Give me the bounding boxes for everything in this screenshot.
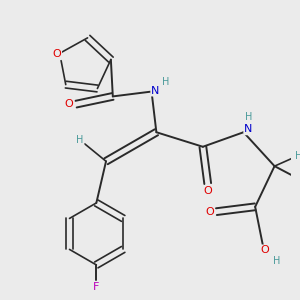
Text: F: F: [93, 282, 100, 292]
Text: H: H: [162, 77, 170, 87]
Text: H: H: [295, 152, 300, 161]
Text: N: N: [244, 124, 253, 134]
Text: O: O: [65, 99, 74, 109]
Text: O: O: [203, 186, 212, 196]
Text: O: O: [205, 207, 214, 217]
Text: N: N: [151, 85, 160, 96]
Text: O: O: [52, 49, 61, 59]
Text: O: O: [260, 245, 269, 255]
Text: H: H: [76, 135, 84, 145]
Text: H: H: [273, 256, 280, 266]
Text: H: H: [245, 112, 252, 122]
